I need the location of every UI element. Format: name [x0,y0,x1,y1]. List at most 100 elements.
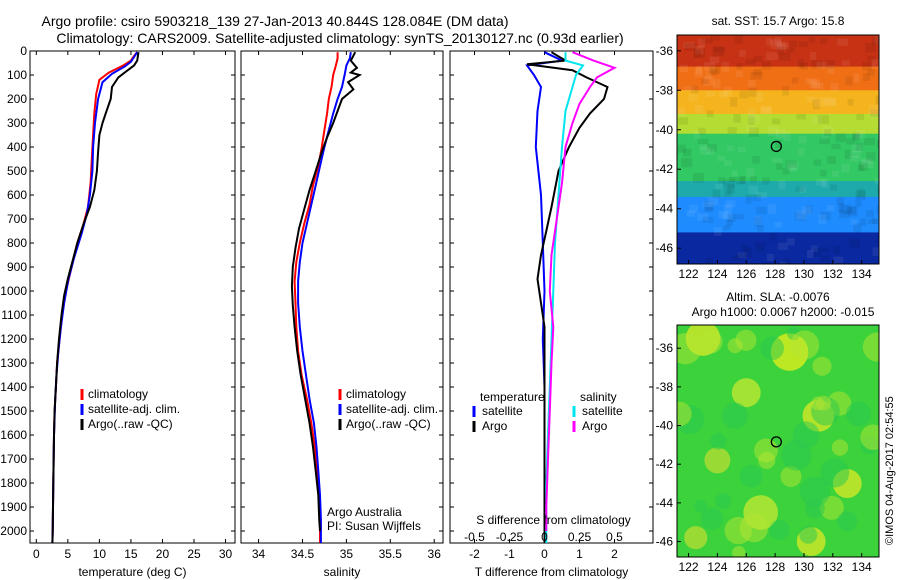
sst-texture [789,40,797,48]
sst-texture [727,213,736,222]
sst-texture [723,160,732,167]
x-tick-label: 35 [340,547,354,561]
sst-texture [823,97,836,106]
map-frame [676,34,880,265]
sst-texture [861,61,873,71]
sst-texture [862,73,871,81]
sst-texture [713,227,722,236]
sst-texture [785,160,797,168]
sst-texture [855,190,866,201]
sst-texture [681,157,693,168]
sst-texture [861,159,874,168]
imos-credit-label: ©IMOS 04-Aug-2017 02:54:55 [884,396,896,545]
sst-texture [770,39,782,50]
sst-texture [837,203,844,212]
map-x-tick-label: 122 [679,267,699,281]
sst-texture [845,206,856,215]
series-line-argo [526,51,609,543]
sst-texture [797,59,805,69]
legend-label: Argo [482,419,508,433]
sst-texture [762,177,770,185]
temperature-profile-panel: 0 5 10 15 20 25 300100200300400500600700800900… [0,44,236,579]
sst-texture [855,200,862,208]
sla-texture [739,464,763,488]
sst-texture [706,148,715,155]
sst-texture [733,114,741,123]
sst-texture [693,50,701,58]
sst-texture [756,206,767,215]
sst-texture [744,247,753,258]
sst-texture [798,135,807,144]
sst-band [677,90,879,115]
sst-texture [731,170,738,177]
series-line-argorawqc [51,52,140,544]
sst-texture [827,155,837,164]
sst-texture [786,161,799,171]
s-tick-label: -0.25 [496,530,524,544]
sla-texture [727,338,743,354]
sst-band [677,35,879,68]
difference-profile-panel: -2 -1 0 1 2 T difference from climatology -0.5… [449,50,654,579]
sst-texture [833,256,844,264]
sst-texture [729,97,738,107]
sst-texture [819,38,828,44]
sst-texture [717,155,726,161]
sst-texture [869,109,879,117]
sst-texture [836,262,843,264]
sst-texture [735,70,743,78]
legend-label: Argo [582,419,608,433]
sst-texture [774,37,782,47]
sst-texture [860,157,872,165]
sst-texture [868,218,877,225]
sst-texture [695,65,703,75]
sst-texture [818,214,826,225]
legend-label: climatology [346,387,406,401]
figure-title-line1: Argo profile: csiro 5903218_139 27-Jan-2… [42,13,509,29]
series-line-argo [545,51,617,531]
y-tick-label: 1300 [0,356,27,370]
x-axis-label: T difference from climatology [475,565,629,579]
sst-texture [737,252,747,259]
y-tick-label: 1400 [0,380,27,394]
sst-texture [731,254,741,261]
sst-texture [767,126,779,137]
sst-texture [860,218,867,226]
sst-texture [865,42,877,53]
sst-texture [753,69,762,76]
sst-texture [734,35,744,44]
sst-texture [805,78,818,85]
legend-heading: temperature [480,390,545,404]
sst-texture [877,132,879,141]
sst-texture [814,97,825,107]
sla-texture [862,332,879,362]
sst-texture [800,62,808,70]
s-tick-label: -0.5 [464,530,485,544]
sst-texture [794,211,807,222]
sst-texture [677,107,686,117]
sst-texture [683,41,695,49]
map-y-tick-label: -36 [656,44,674,58]
y-tick-label: 100 [7,68,27,82]
sst-texture [736,63,743,70]
sst-texture [811,59,824,70]
x-tick-label: 36 [428,547,442,561]
sst-texture [704,62,716,72]
y-tick-label: 1100 [1,308,27,322]
sst-texture [810,52,817,60]
sst-texture [709,65,721,74]
sst-texture [748,115,755,125]
sst-texture [775,140,782,149]
sst-texture [874,177,879,184]
sst-texture [748,108,756,119]
sst-texture [875,95,879,105]
map-y-tick-label: -42 [656,457,674,471]
sst-texture [682,148,692,157]
sst-texture [700,147,711,155]
sst-texture [848,238,860,248]
sst-texture [750,175,757,183]
y-tick-label: 0 [20,44,27,58]
map-x-tick-label: 128 [765,267,785,281]
map-x-tick-label: 122 [679,560,699,574]
x-tick-label: 20 [156,547,170,561]
sst-texture [713,46,726,53]
